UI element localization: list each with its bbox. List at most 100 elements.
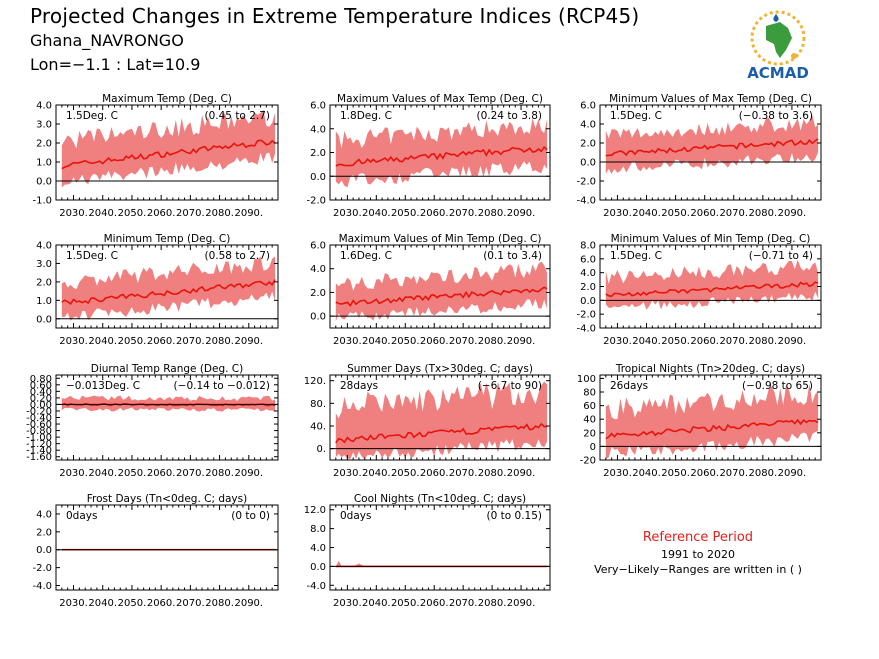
y-tick-label: 0.80 [30, 374, 52, 385]
x-tick-label: 2090. [507, 598, 536, 609]
y-tick-label: -4.0 [32, 581, 52, 592]
x-tick-label: 2090. [778, 336, 807, 347]
median-line [335, 286, 548, 307]
y-tick-label: 0.60 [30, 380, 52, 391]
x-tick-label: 2080. [749, 468, 778, 479]
x-tick-label: 2090. [778, 208, 807, 219]
change-value: 0days [340, 510, 371, 522]
x-tick-label: 2070. [719, 336, 748, 347]
chart-panel: 4.0 2.0 0.0 -2.0 -4.0 2030. 2040. 2050. 2060. 207… [32, 493, 279, 609]
chart-title: Tropical Nights (Tn>20deg. C; days) [615, 363, 805, 375]
y-tick-label: 0.0 [310, 172, 326, 183]
acmad-logo [750, 10, 806, 66]
x-tick-label: 2030. [59, 468, 88, 479]
median-line [335, 422, 548, 444]
coordinates: Lon=−1.1 : Lat=10.9 [30, 55, 201, 74]
x-tick-label: 2060. [147, 208, 176, 219]
y-tick-label: -0.80 [26, 426, 52, 437]
y-tick-label: 4.0 [36, 509, 52, 520]
x-tick-label: 2060. [420, 336, 449, 347]
x-tick-label: 2050. [391, 208, 420, 219]
x-tick-label: 2080. [478, 598, 507, 609]
y-tick-label: 6.0 [580, 101, 596, 112]
y-tick-label: 2.0 [580, 282, 596, 293]
likely-range-band [605, 383, 819, 459]
x-tick-label: 2050. [391, 336, 420, 347]
likely-range-band [335, 118, 548, 188]
chart-panel: 100 80 60 40 20 0 -20 2030. 2040. 2050. 2060. 2070.… [577, 363, 822, 479]
y-tick-label: 2.0 [36, 527, 52, 538]
change-value: 1.5Deg. C [610, 250, 662, 262]
y-tick-label: 8.0 [580, 241, 596, 252]
x-tick-label: 2070. [176, 468, 205, 479]
change-value: 26days [610, 380, 648, 392]
median-line [605, 138, 819, 157]
very-likely-range: (0.24 to 3.8) [477, 110, 543, 122]
chart-title: Minimum Values of Min Temp (Deg. C) [611, 233, 811, 245]
y-tick-label: 0.0 [36, 545, 52, 556]
y-tick-label: 0.40 [30, 387, 52, 398]
very-likely-range: (0.1 to 3.4) [483, 250, 542, 262]
x-tick-label: 2050. [391, 598, 420, 609]
chart-panel: 4.0 3.0 2.0 1.0 0.0 2030. 2040. 2050. 2060. 2070.… [36, 233, 279, 347]
x-tick-label: 2060. [420, 468, 449, 479]
y-tick-label: 0.0 [580, 296, 596, 307]
x-tick-label: 2040. [362, 598, 391, 609]
x-tick-label: 2060. [420, 598, 449, 609]
y-tick-label: -1.00 [26, 433, 52, 444]
x-tick-label: 2030. [333, 336, 362, 347]
x-tick-label: 2050. [118, 598, 147, 609]
y-tick-label: 2.0 [36, 139, 52, 150]
chart-panel: 120. 80. 40. 0. 2030. 2040. 2050. 2060. 2070. 208… [304, 363, 551, 479]
x-tick-label: 2030. [59, 336, 88, 347]
reference-period-title: Reference Period [642, 530, 754, 545]
likely-range-band [335, 261, 548, 322]
x-tick-label: 2070. [449, 336, 478, 347]
chart-title: Cool Nights (Tn<10deg. C; days) [354, 493, 526, 505]
very-likely-range: (−0.98 to 65) [742, 380, 813, 392]
y-tick-label: 0.0 [580, 158, 596, 169]
y-tick-label: 2.0 [36, 277, 52, 288]
x-tick-label: 2080. [749, 208, 778, 219]
x-tick-label: 2050. [661, 208, 690, 219]
very-likely-range: (−6.7 to 90) [478, 380, 542, 392]
likely-range-band [335, 381, 548, 459]
y-tick-label: 4.0 [36, 241, 52, 252]
change-value: 1.6Deg. C [340, 250, 392, 262]
y-tick-label: -1.40 [26, 446, 52, 457]
x-tick-label: 2070. [449, 468, 478, 479]
y-tick-label: -0.20 [26, 406, 52, 417]
y-tick-label: 3.0 [36, 259, 52, 270]
y-tick-label: 2.0 [310, 288, 326, 299]
x-tick-label: 2080. [205, 468, 234, 479]
x-tick-label: 2030. [59, 598, 88, 609]
x-tick-label: 2040. [88, 468, 117, 479]
likely-range-band [605, 114, 819, 174]
x-tick-label: 2080. [205, 208, 234, 219]
likely-range-band [61, 395, 276, 412]
y-tick-label: 0.20 [30, 393, 52, 404]
x-tick-label: 2070. [719, 208, 748, 219]
median-line [61, 279, 276, 306]
y-tick-label: 4.0 [580, 120, 596, 131]
x-tick-label: 2080. [205, 598, 234, 609]
y-tick-label: 6.0 [580, 254, 596, 265]
x-tick-label: 2080. [478, 208, 507, 219]
chart-title: Summer Days (Tx>30deg. C; days) [347, 363, 533, 375]
likely-range-band [605, 259, 819, 310]
median-line [335, 145, 548, 167]
x-tick-label: 2060. [690, 336, 719, 347]
change-value: 1.5Deg. C [66, 250, 118, 262]
page-title: Projected Changes in Extreme Temperature… [30, 4, 640, 28]
x-tick-label: 2080. [478, 468, 507, 479]
y-tick-label: -2.0 [306, 196, 326, 207]
y-tick-label: 0.0 [36, 314, 52, 325]
chart-title: Frost Days (Tn<0deg. C; days) [87, 493, 247, 505]
x-tick-label: 2050. [661, 468, 690, 479]
y-tick-label: 2.0 [310, 148, 326, 159]
x-tick-label: 2030. [333, 208, 362, 219]
y-tick-label: -1.0 [32, 196, 52, 207]
x-tick-label: 2070. [719, 468, 748, 479]
